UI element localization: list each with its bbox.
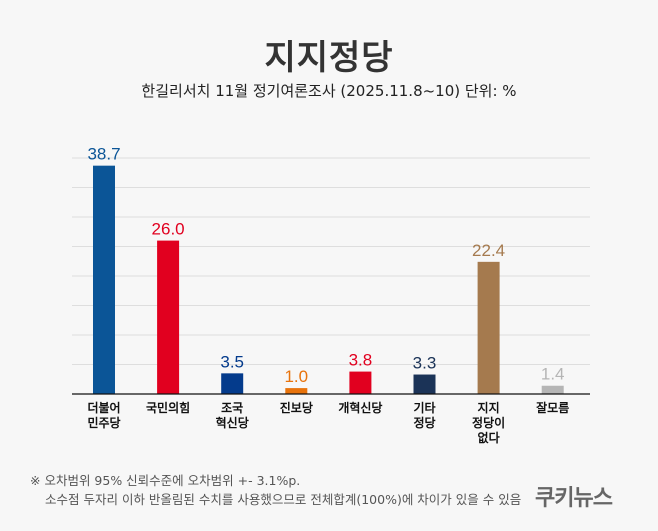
bar [541, 385, 564, 394]
data-label: 1.0 [284, 367, 308, 386]
chart-subtitle: 한길리서치 11월 정기여론조사 (2025.11.8~10) 단위: % [141, 82, 517, 100]
bar [413, 374, 436, 394]
chart-title: 지지정당 [264, 38, 394, 78]
category-label: 지지 정당이 없다 [472, 400, 505, 445]
bar [93, 165, 115, 394]
category-label: 기타 정당 [413, 400, 435, 430]
data-label: 22.4 [472, 241, 505, 260]
bar [221, 373, 244, 394]
category-label: 잘모름 [536, 400, 569, 415]
footnote-margin-of-error: ※ 오차범위 95% 신뢰수준에 오차범위 +- 3.1%p. [30, 473, 301, 488]
data-label: 3.8 [349, 351, 373, 370]
category-label: 국민의힘 [146, 400, 190, 415]
bar [157, 240, 180, 394]
bar-chart: 38.7 더불어 민주당 26.0 국민의힘 3.5 조국 혁신당 1.0 진보당 3.8 개혁신당 3… [72, 145, 590, 445]
data-label: 26.0 [152, 220, 185, 239]
bar [477, 261, 500, 394]
footnote-rounding: 소수점 두자리 이하 반올림된 수치를 사용했으므로 전체합계(100%)에 차… [45, 492, 522, 507]
bar [349, 371, 372, 394]
data-label: 38.7 [87, 145, 120, 164]
category-label: 개혁신당 [338, 400, 382, 415]
category-label: 더불어 민주당 [87, 400, 120, 430]
data-label: 3.5 [220, 352, 244, 371]
logo: 쿠키뉴스 [535, 486, 613, 511]
category-label: 조국 혁신당 [216, 401, 249, 430]
category-label: 진보당 [280, 400, 313, 415]
bar [285, 388, 308, 394]
data-label: 1.4 [541, 365, 565, 384]
data-label: 3.3 [413, 354, 437, 373]
